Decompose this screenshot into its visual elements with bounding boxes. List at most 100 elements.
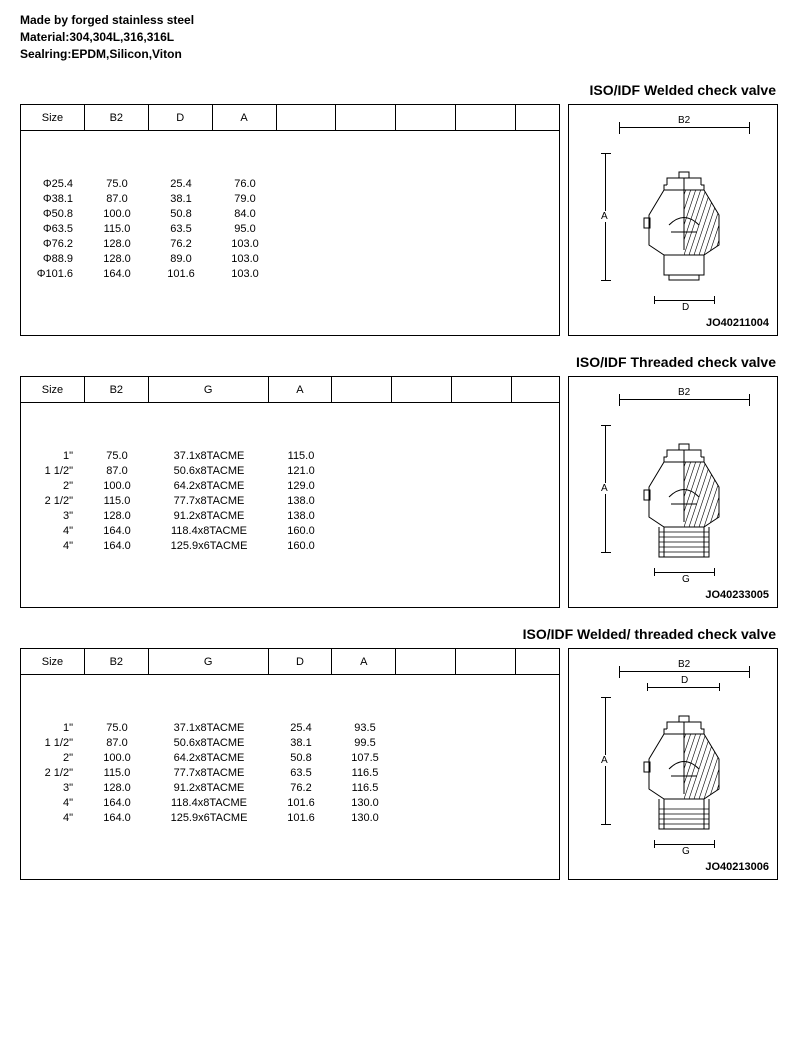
table-cell: 107.5	[333, 751, 397, 766]
table-cell: 101.6	[269, 811, 333, 826]
dim-label-bottom: G	[680, 574, 692, 585]
table-cell: 87.0	[85, 192, 149, 207]
spec-section: ISO/IDF Threaded check valveSizeB2GA1"75…	[20, 354, 780, 608]
table-cell: 160.0	[269, 539, 333, 554]
spec-section: ISO/IDF Welded check valveSizeB2DAΦ25.47…	[20, 82, 780, 336]
column-header-empty	[456, 105, 516, 131]
table-cell: 116.5	[333, 766, 397, 781]
sections-container: ISO/IDF Welded check valveSizeB2DAΦ25.47…	[20, 82, 780, 880]
table-cell: 87.0	[85, 464, 149, 479]
table-cell: 4"	[21, 796, 85, 811]
column-header: B2	[85, 649, 149, 675]
table-header-row: SizeB2GDA	[21, 649, 559, 675]
table-cell: 75.0	[85, 449, 149, 464]
section-title: ISO/IDF Welded check valve	[20, 82, 780, 98]
table-cell: 128.0	[85, 237, 149, 252]
column-header: A	[269, 377, 333, 403]
table-row: 3"128.091.2x8TACME76.2116.5	[21, 781, 559, 796]
table-cell: Φ50.8	[21, 207, 85, 222]
table-cell: 115.0	[85, 222, 149, 237]
column-header: A	[332, 649, 396, 675]
table-cell: 50.8	[149, 207, 213, 222]
column-header-empty	[512, 377, 559, 403]
table-cell: 93.5	[333, 721, 397, 736]
dim-label-b2: B2	[676, 387, 692, 398]
table-cell: 130.0	[333, 811, 397, 826]
table-cell: 4"	[21, 524, 85, 539]
table-cell: 125.9x6TACME	[149, 539, 269, 554]
table-row: Φ63.5115.063.595.0	[21, 222, 559, 237]
table-cell: Φ76.2	[21, 237, 85, 252]
spec-table: SizeB2DAΦ25.475.025.476.0Φ38.187.038.179…	[20, 104, 560, 336]
diagram-panel: B2 A D G	[568, 648, 778, 880]
valve-drawing	[609, 684, 759, 847]
table-cell: 3"	[21, 781, 85, 796]
column-header-empty	[452, 377, 512, 403]
table-cell: 84.0	[213, 207, 277, 222]
table-cell: 1 1/2"	[21, 464, 85, 479]
table-cell: 1 1/2"	[21, 736, 85, 751]
table-cell: 87.0	[85, 736, 149, 751]
table-cell: 25.4	[149, 177, 213, 192]
table-cell: 103.0	[213, 252, 277, 267]
table-row: Φ38.187.038.179.0	[21, 192, 559, 207]
column-header-empty	[516, 649, 559, 675]
table-cell: 1"	[21, 721, 85, 736]
table-cell: 116.5	[333, 781, 397, 796]
table-body: Φ25.475.025.476.0Φ38.187.038.179.0Φ50.81…	[21, 131, 559, 292]
table-cell: 3"	[21, 509, 85, 524]
table-cell: 89.0	[149, 252, 213, 267]
column-header: A	[213, 105, 277, 131]
table-row: 4"164.0125.9x6TACME101.6130.0	[21, 811, 559, 826]
part-code: JO40213006	[705, 861, 769, 873]
table-cell: 2"	[21, 751, 85, 766]
header-line: Sealring:EPDM,Silicon,Viton	[20, 46, 780, 63]
spec-table: SizeB2GDA 1"75.037.1x8TACME25.493.51 1/2"…	[20, 648, 560, 880]
table-body: 1"75.037.1x8TACME115.01 1/2"87.050.6x8TA…	[21, 403, 559, 564]
table-cell: 118.4x8TACME	[149, 796, 269, 811]
column-header: D	[269, 649, 333, 675]
table-cell: 75.0	[85, 177, 149, 192]
table-row: 2"100.064.2x8TACME129.0	[21, 479, 559, 494]
table-cell: 76.0	[213, 177, 277, 192]
table-row: 1"75.037.1x8TACME25.493.5	[21, 721, 559, 736]
table-header-row: SizeB2GA	[21, 377, 559, 403]
dim-label-b2: B2	[676, 115, 692, 126]
column-header: B2	[85, 105, 149, 131]
table-cell: 100.0	[85, 207, 149, 222]
table-cell: 38.1	[269, 736, 333, 751]
column-header-empty	[456, 649, 516, 675]
valve-drawing	[609, 140, 759, 303]
table-cell: 50.6x8TACME	[149, 464, 269, 479]
table-row: 1 1/2"87.050.6x8TACME121.0	[21, 464, 559, 479]
table-row: 4"164.0125.9x6TACME160.0	[21, 539, 559, 554]
table-cell: 115.0	[85, 766, 149, 781]
table-row: 2 1/2"115.077.7x8TACME138.0	[21, 494, 559, 509]
table-cell: 138.0	[269, 494, 333, 509]
table-cell: 138.0	[269, 509, 333, 524]
table-row: Φ25.475.025.476.0	[21, 177, 559, 192]
column-header-empty	[392, 377, 452, 403]
diagram-panel: B2 A G	[568, 376, 778, 608]
dim-label-bottom: G	[680, 846, 692, 857]
column-header: Size	[21, 105, 85, 131]
table-cell: 2 1/2"	[21, 494, 85, 509]
table-cell: 76.2	[149, 237, 213, 252]
table-cell: 91.2x8TACME	[149, 781, 269, 796]
header-line: Made by forged stainless steel	[20, 12, 780, 29]
valve-drawing	[609, 412, 759, 575]
column-header: G	[149, 649, 269, 675]
table-cell: 164.0	[85, 811, 149, 826]
column-header-empty	[516, 105, 559, 131]
spec-section: ISO/IDF Welded/ threaded check valveSize…	[20, 626, 780, 880]
table-cell: 64.2x8TACME	[149, 751, 269, 766]
table-cell: 103.0	[213, 267, 277, 282]
table-row: Φ88.9128.089.0103.0	[21, 252, 559, 267]
table-cell: 164.0	[85, 524, 149, 539]
column-header-empty	[277, 105, 337, 131]
column-header-empty	[332, 377, 392, 403]
table-cell: 75.0	[85, 721, 149, 736]
table-cell: 63.5	[269, 766, 333, 781]
table-cell: 118.4x8TACME	[149, 524, 269, 539]
table-cell: 164.0	[85, 267, 149, 282]
